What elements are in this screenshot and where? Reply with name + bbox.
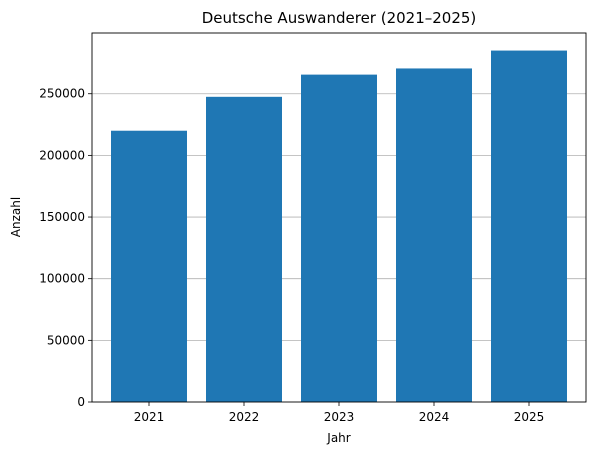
x-tick-label: 2022 bbox=[229, 410, 260, 424]
chart-title: Deutsche Auswanderer (2021–2025) bbox=[202, 9, 477, 27]
y-axis: 0 50000 100000 150000 200000 250000 bbox=[39, 87, 92, 409]
x-tick-label: 2025 bbox=[514, 410, 545, 424]
bars bbox=[111, 50, 567, 403]
y-tick-label: 0 bbox=[77, 395, 85, 409]
x-axis-label: Jahr bbox=[326, 431, 350, 445]
x-tick-label: 2021 bbox=[134, 410, 165, 424]
bar-2025 bbox=[491, 50, 567, 402]
y-tick-label: 150000 bbox=[39, 210, 85, 224]
x-axis: 2021 2022 2023 2024 2025 bbox=[134, 402, 545, 424]
y-tick-label: 250000 bbox=[39, 87, 85, 101]
bar-2024 bbox=[396, 68, 472, 403]
y-tick-label: 50000 bbox=[47, 333, 85, 347]
x-tick-label: 2024 bbox=[419, 410, 450, 424]
y-tick-label: 200000 bbox=[39, 148, 85, 162]
bar-2022 bbox=[206, 96, 282, 403]
bar-2021 bbox=[111, 130, 187, 402]
y-tick-label: 100000 bbox=[39, 272, 85, 286]
bar-2023 bbox=[301, 74, 377, 402]
x-tick-label: 2023 bbox=[324, 410, 355, 424]
y-axis-label: Anzahl bbox=[9, 197, 23, 237]
